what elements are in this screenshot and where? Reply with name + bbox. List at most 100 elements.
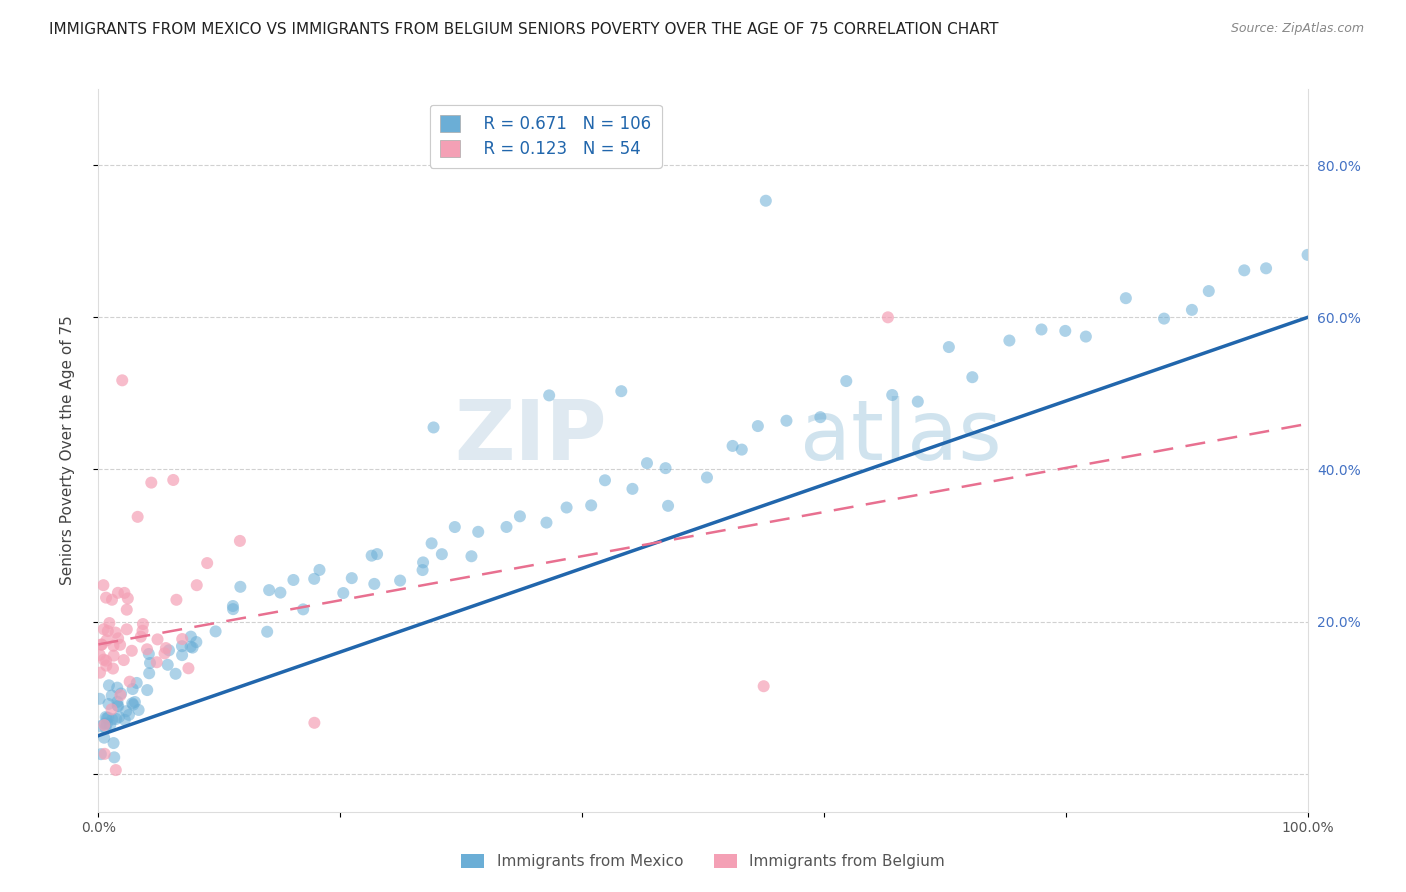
Point bbox=[107, 699, 129, 714]
Point bbox=[118, 674, 141, 689]
Point bbox=[269, 585, 291, 599]
Point bbox=[136, 642, 159, 657]
Point bbox=[94, 710, 117, 724]
Point bbox=[94, 721, 117, 735]
Point bbox=[302, 572, 325, 586]
Point bbox=[412, 555, 434, 569]
Point bbox=[1181, 302, 1204, 317]
Point bbox=[1115, 291, 1137, 305]
Point bbox=[111, 373, 134, 387]
Point bbox=[366, 547, 388, 561]
Point bbox=[157, 643, 180, 657]
Point bbox=[90, 638, 112, 652]
Point bbox=[93, 718, 115, 732]
Point bbox=[412, 563, 434, 577]
Point bbox=[110, 686, 132, 700]
Point bbox=[283, 573, 305, 587]
Point bbox=[755, 194, 778, 208]
Point bbox=[129, 630, 152, 644]
Point bbox=[107, 698, 129, 713]
Point bbox=[121, 681, 143, 696]
Legend:   R = 0.671   N = 106,   R = 0.123   N = 54: R = 0.671 N = 106, R = 0.123 N = 54 bbox=[430, 104, 662, 168]
Legend: Immigrants from Mexico, Immigrants from Belgium: Immigrants from Mexico, Immigrants from … bbox=[456, 848, 950, 875]
Point bbox=[555, 500, 578, 515]
Point bbox=[1198, 284, 1220, 298]
Y-axis label: Seniors Poverty Over the Age of 75: Seniors Poverty Over the Age of 75 bbox=[60, 316, 75, 585]
Point bbox=[145, 655, 167, 669]
Point bbox=[107, 695, 129, 709]
Point bbox=[170, 639, 193, 653]
Point bbox=[389, 574, 412, 588]
Point bbox=[107, 586, 129, 600]
Point bbox=[93, 652, 115, 666]
Point bbox=[104, 625, 127, 640]
Point bbox=[156, 657, 179, 672]
Text: IMMIGRANTS FROM MEXICO VS IMMIGRANTS FROM BELGIUM SENIORS POVERTY OVER THE AGE O: IMMIGRANTS FROM MEXICO VS IMMIGRANTS FRO… bbox=[49, 22, 998, 37]
Point bbox=[138, 647, 160, 661]
Point bbox=[172, 648, 194, 662]
Point bbox=[93, 578, 115, 592]
Point bbox=[114, 713, 136, 727]
Point bbox=[443, 520, 465, 534]
Point bbox=[938, 340, 960, 354]
Point bbox=[257, 583, 280, 598]
Point bbox=[101, 592, 124, 607]
Point bbox=[97, 697, 120, 711]
Point bbox=[186, 578, 208, 592]
Point bbox=[138, 666, 160, 681]
Point bbox=[96, 633, 118, 648]
Point bbox=[103, 750, 125, 764]
Point bbox=[97, 678, 120, 692]
Point bbox=[360, 549, 382, 563]
Point bbox=[127, 509, 149, 524]
Point bbox=[112, 653, 135, 667]
Point bbox=[1054, 324, 1077, 338]
Point bbox=[162, 473, 184, 487]
Point bbox=[115, 603, 138, 617]
Point bbox=[100, 689, 122, 703]
Point bbox=[115, 704, 138, 718]
Point bbox=[654, 461, 676, 475]
Point bbox=[165, 592, 187, 607]
Point bbox=[89, 665, 111, 680]
Point bbox=[139, 656, 162, 670]
Point bbox=[108, 638, 131, 652]
Point bbox=[105, 681, 128, 695]
Text: atlas: atlas bbox=[800, 395, 1001, 476]
Point bbox=[121, 696, 143, 710]
Point bbox=[96, 658, 118, 673]
Point bbox=[103, 736, 125, 750]
Point bbox=[460, 549, 482, 564]
Point bbox=[195, 556, 218, 570]
Point bbox=[115, 623, 138, 637]
Point bbox=[180, 640, 202, 654]
Point bbox=[98, 615, 121, 630]
Point bbox=[172, 632, 194, 646]
Point bbox=[122, 698, 145, 712]
Point bbox=[1233, 263, 1256, 277]
Point bbox=[155, 641, 177, 656]
Point bbox=[775, 414, 797, 428]
Point bbox=[146, 632, 169, 647]
Point bbox=[114, 586, 136, 600]
Point bbox=[90, 638, 112, 652]
Point bbox=[808, 410, 831, 425]
Point bbox=[1153, 311, 1175, 326]
Point bbox=[882, 388, 904, 402]
Point bbox=[94, 654, 117, 668]
Point bbox=[93, 622, 115, 636]
Point bbox=[229, 580, 252, 594]
Point bbox=[420, 536, 443, 550]
Point bbox=[222, 602, 245, 616]
Point bbox=[538, 388, 561, 402]
Point bbox=[636, 456, 658, 470]
Point bbox=[153, 646, 176, 660]
Point bbox=[117, 591, 139, 606]
Point bbox=[180, 630, 202, 644]
Point bbox=[128, 703, 150, 717]
Point bbox=[103, 639, 125, 653]
Point bbox=[100, 702, 122, 716]
Point bbox=[108, 710, 131, 724]
Point bbox=[90, 747, 112, 761]
Point bbox=[110, 688, 132, 702]
